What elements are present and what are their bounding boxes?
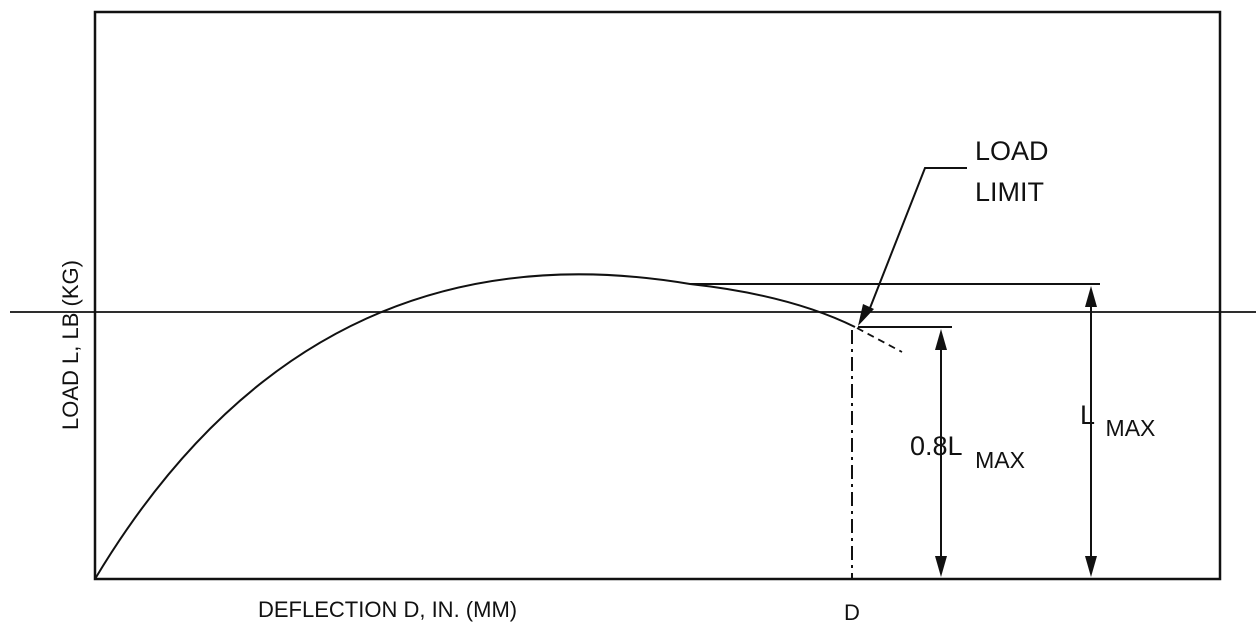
load-limit-leader bbox=[858, 167, 967, 326]
x-axis-label: DEFLECTION D, IN. (MM) bbox=[258, 597, 517, 622]
frac-lmax-label-base: 0.8L bbox=[910, 431, 963, 461]
d-tick-label: D bbox=[844, 600, 860, 625]
frac-lmax-label: 0.8L MAX bbox=[910, 431, 1025, 473]
frac-lmax-label-sub: MAX bbox=[975, 447, 1025, 473]
curve-extrapolation-dashed bbox=[856, 327, 903, 353]
lmax-dimension-arrow bbox=[1085, 286, 1097, 577]
load-deflection-curve bbox=[94, 273, 856, 580]
load-limit-label-line2: LIMIT bbox=[975, 177, 1044, 207]
lmax-label-base: L bbox=[1080, 400, 1095, 430]
frac-dimension-arrow bbox=[935, 329, 947, 577]
lmax-label: L MAX bbox=[1080, 400, 1155, 441]
load-limit-label-line1: LOAD bbox=[975, 136, 1049, 166]
y-axis-label: LOAD L, LB (KG) bbox=[58, 260, 83, 430]
lmax-label-sub: MAX bbox=[1106, 415, 1156, 441]
plot-frame bbox=[93, 10, 1222, 581]
